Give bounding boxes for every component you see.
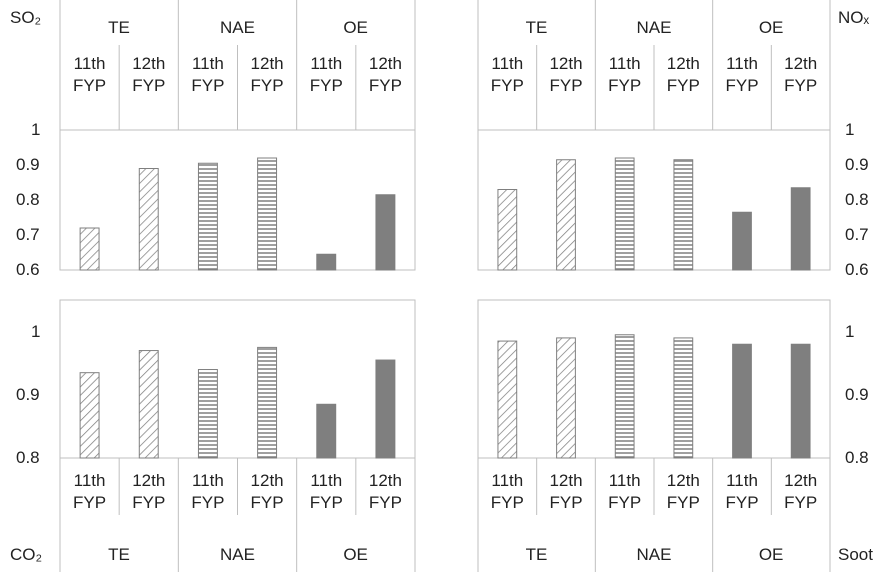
category-label: 12th FYP [549, 471, 583, 512]
y-tick-label: 0.9 [845, 155, 869, 174]
y-tick-label: 1 [845, 321, 855, 341]
category-label: 12th FYP [132, 54, 166, 95]
y-tick-label: 1 [31, 120, 41, 139]
bar [375, 194, 396, 271]
category-label: 11th FYP [191, 54, 225, 95]
chart-title: NOₓ [838, 8, 870, 27]
category-label: 11th FYP [608, 54, 642, 95]
bar [732, 211, 752, 271]
bar [673, 337, 694, 459]
category-label: 12th FYP [368, 471, 402, 512]
group-label: OE [343, 18, 368, 37]
bar [138, 350, 159, 459]
category-label: 12th FYP [549, 54, 583, 95]
bar [614, 334, 635, 459]
category-label: 11th FYP [73, 471, 107, 512]
category-label: 11th FYP [725, 471, 759, 512]
bar [257, 346, 278, 459]
y-tick-label: 1 [31, 321, 41, 341]
bar [79, 372, 100, 459]
group-label: NAE [220, 18, 255, 37]
y-tick-label: 0.9 [16, 155, 40, 174]
y-tick-label: 0.8 [16, 190, 40, 209]
y-tick-label: 0.9 [845, 384, 869, 404]
y-tick-label: 0.8 [16, 448, 40, 467]
category-label: 11th FYP [191, 471, 225, 512]
plot-frame [477, 299, 831, 459]
plot-frame [59, 129, 416, 271]
bar [316, 253, 337, 271]
category-label: 12th FYP [250, 471, 284, 512]
category-label: 12th FYP [784, 471, 818, 512]
group-label: TE [108, 18, 130, 37]
bar [790, 187, 811, 271]
category-label: 11th FYP [490, 471, 524, 512]
group-label: NAE [636, 545, 672, 564]
bar [197, 162, 218, 271]
y-tick-label: 1 [845, 120, 855, 139]
group-label: NAE [220, 545, 255, 564]
chart-title: CO₂ [10, 545, 43, 564]
category-label: 12th FYP [666, 54, 700, 95]
chart-title: SO₂ [10, 8, 42, 27]
bar [556, 159, 576, 271]
y-tick-label: 0.7 [845, 225, 869, 244]
category-label: 11th FYP [490, 54, 524, 95]
bar [732, 343, 752, 459]
bar [556, 337, 576, 459]
plot-frame [59, 299, 416, 459]
bar [673, 159, 694, 271]
plot-frame [477, 129, 831, 271]
bar [497, 189, 518, 271]
y-tick-label: 0.8 [845, 448, 869, 467]
bar [79, 227, 100, 271]
category-label: 12th FYP [250, 54, 284, 95]
category-label: 11th FYP [73, 54, 107, 95]
bar [790, 343, 811, 459]
group-label: TE [525, 545, 548, 564]
bar [614, 157, 635, 271]
bar [257, 157, 278, 271]
chart-title: Soot [838, 545, 873, 564]
group-label: NAE [636, 18, 672, 37]
y-tick-label: 0.8 [845, 190, 869, 209]
bar [138, 168, 159, 271]
group-label: OE [758, 545, 784, 564]
group-label: TE [525, 18, 548, 37]
group-label: OE [343, 545, 368, 564]
bar [197, 369, 218, 459]
category-label: 11th FYP [608, 471, 642, 512]
y-tick-label: 0.6 [16, 260, 40, 279]
category-label: 12th FYP [666, 471, 700, 512]
category-label: 12th FYP [368, 54, 402, 95]
y-tick-label: 0.9 [16, 384, 40, 404]
bar [497, 340, 518, 459]
category-label: 12th FYP [132, 471, 166, 512]
category-label: 12th FYP [784, 54, 818, 95]
category-label: 11th FYP [725, 54, 759, 95]
y-tick-label: 0.7 [16, 225, 40, 244]
group-label: OE [758, 18, 784, 37]
category-label: 11th FYP [309, 54, 343, 95]
bar [316, 403, 337, 459]
group-label: TE [108, 545, 130, 564]
category-label: 11th FYP [309, 471, 343, 512]
bar [375, 359, 396, 459]
y-tick-label: 0.6 [845, 260, 869, 279]
